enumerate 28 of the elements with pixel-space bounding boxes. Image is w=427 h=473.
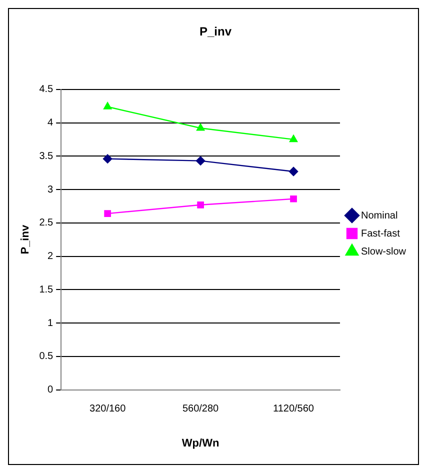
point bbox=[289, 134, 298, 142]
y-tick-label: 0.5 bbox=[39, 351, 54, 362]
point bbox=[196, 124, 205, 131]
x-tick-label: 320/160 bbox=[90, 404, 126, 415]
y-tick-label: 0 bbox=[48, 384, 54, 396]
point bbox=[104, 210, 112, 217]
point bbox=[288, 166, 298, 176]
x-tick-label: 1120/560 bbox=[273, 404, 314, 415]
y-tick-label: 3 bbox=[48, 184, 54, 196]
y-tick-label: 1.5 bbox=[39, 284, 54, 296]
point bbox=[102, 154, 112, 164]
y-tick-label: 4 bbox=[48, 118, 54, 129]
x-tick-label: 560/280 bbox=[182, 404, 220, 415]
x-axis-title: Wp/Wn bbox=[182, 437, 220, 450]
y-tick-label: 3.5 bbox=[39, 150, 54, 162]
y-tick-label: 4.5 bbox=[39, 84, 54, 96]
point bbox=[197, 201, 204, 208]
legend-label: Fast-fast bbox=[360, 228, 400, 240]
chart-title: P_inv bbox=[199, 24, 232, 39]
y-axis-title: P_inv bbox=[20, 224, 32, 254]
point bbox=[290, 195, 297, 202]
legend-label: Nominal bbox=[360, 210, 398, 222]
y-tick-label: 1 bbox=[48, 318, 54, 329]
legend-label: Slow-slow bbox=[360, 246, 407, 258]
y-tick-label: 2 bbox=[48, 251, 54, 262]
y-tick-label: 2.5 bbox=[39, 218, 54, 229]
point bbox=[104, 102, 112, 110]
point bbox=[196, 156, 206, 166]
